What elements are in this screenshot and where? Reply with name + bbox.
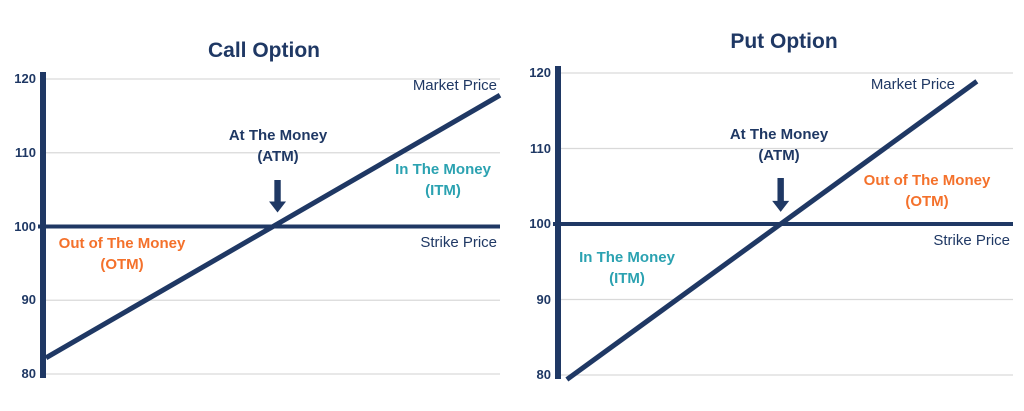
- down-arrow-icon: [772, 177, 790, 212]
- put-option-plot-lines: [553, 66, 1013, 382]
- call-option-plot-lines: [38, 72, 502, 378]
- down-arrow-icon: [269, 180, 287, 213]
- market-price-line: [565, 79, 979, 382]
